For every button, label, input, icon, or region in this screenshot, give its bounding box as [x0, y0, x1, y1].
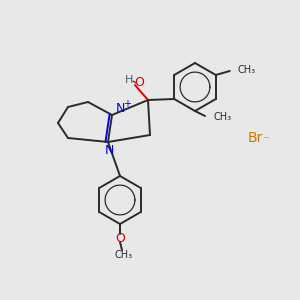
Text: N: N	[104, 145, 114, 158]
Text: H: H	[125, 75, 133, 85]
Text: CH₃: CH₃	[115, 250, 133, 260]
Text: N: N	[115, 103, 125, 116]
Text: Br: Br	[248, 131, 263, 145]
Text: CH₃: CH₃	[213, 112, 231, 122]
Text: ⁻: ⁻	[262, 134, 268, 148]
Text: CH₃: CH₃	[238, 65, 256, 75]
Text: O: O	[134, 76, 144, 89]
Text: O: O	[115, 232, 125, 245]
Text: +: +	[123, 99, 131, 109]
